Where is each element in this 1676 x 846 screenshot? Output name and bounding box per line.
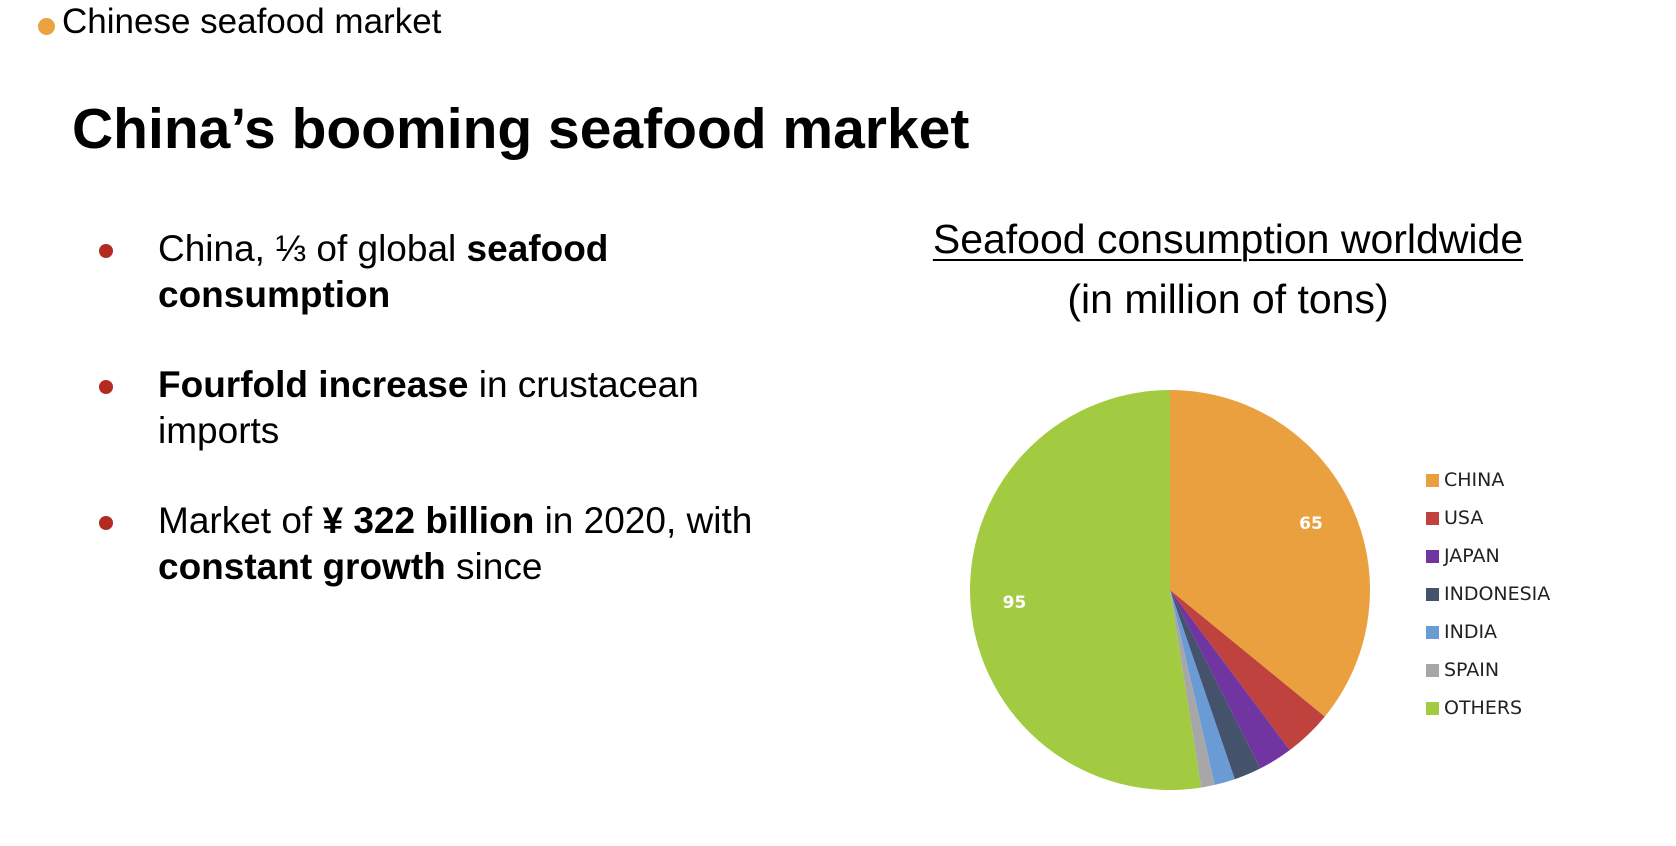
legend-swatch [1426,663,1439,677]
section-label: Chinese seafood market [62,2,442,41]
bullet-text: in crustacean imports [158,364,699,451]
bullet-text: China, ⅓ of global [158,228,467,269]
legend-label: INDONESIA [1444,583,1551,605]
bullet-text-bold: seafood consumption [158,228,609,315]
pie-slice-others [970,390,1202,790]
legend-swatch [1426,549,1439,563]
legend-item: USA [1426,499,1550,537]
legend-item: INDIA [1426,613,1550,651]
bullet-item: Market of ¥ 322 billion in 2020, with co… [94,498,814,590]
chart-subtitle: (in million of tons) [1067,276,1389,322]
legend-swatch [1426,587,1439,601]
bullet-text-bold: ¥ 322 billion [322,500,535,541]
legend-label: CHINA [1444,469,1505,491]
pie-slice-india [1170,590,1235,785]
bullet-text: since [445,546,543,587]
bullet-list: China, ⅓ of global seafood consumption Fo… [94,226,814,634]
pie-slice-indonesia [1170,590,1261,780]
bullet-dot [99,380,113,394]
section-marker [38,14,55,35]
legend-label: SPAIN [1444,659,1500,681]
legend-item: CHINA [1426,461,1550,499]
legend-label: USA [1444,507,1484,529]
bullet-dot [99,516,113,530]
legend-swatch [1426,701,1439,715]
legend-swatch [1426,511,1439,525]
legend-label: INDIA [1444,621,1498,643]
legend-swatch [1426,473,1439,487]
pie-slice-usa [1170,590,1325,751]
legend-item: JAPAN [1426,537,1550,575]
bullet-text: in 2020, with [534,500,753,541]
legend-item: SPAIN [1426,651,1550,689]
pie-data-label: 65 [1299,514,1323,534]
section-bullet-dot [38,18,55,35]
chart-title: Seafood consumption worldwide [932,216,1524,262]
bullet-dot [99,244,113,258]
pie-slice-china [1170,390,1370,717]
legend-swatch [1426,625,1439,639]
bullet-text-bold: constant growth [158,546,446,587]
bullet-item: Fourfold increase in crustacean imports [94,362,814,454]
chart-legend: CHINA USA JAPAN INDONESIA INDIA SPAIN OTHERS [1426,461,1550,727]
page-title: China’s booming seafood market [72,97,970,161]
bullet-item: China, ⅓ of global seafood consumption [94,226,814,318]
legend-item: INDONESIA [1426,575,1550,613]
pie-slice-spain [1170,590,1215,788]
legend-label: JAPAN [1444,545,1500,567]
bullet-text: Market of [158,500,323,541]
pie-data-label: 95 [1003,593,1027,613]
bullet-text-bold: Fourfold increase [158,364,469,405]
pie-slice-japan [1170,590,1290,769]
legend-item: OTHERS [1426,689,1550,727]
legend-label: OTHERS [1444,697,1523,719]
pie-chart: 65 95 [970,390,1370,790]
